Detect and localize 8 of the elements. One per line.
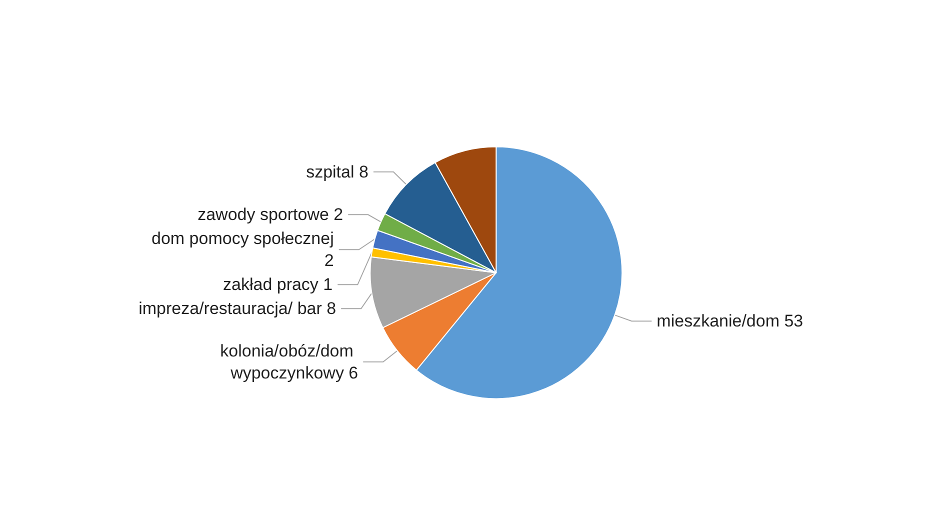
slice-label: zakład pracy 1 (223, 275, 333, 294)
slice-label: mieszkanie/dom 53 (656, 312, 804, 331)
slice-label: zawody sportowe 2 (198, 205, 344, 224)
slice-label: impreza/restauracja/ bar 8 (138, 299, 336, 318)
slice-label: szpital 8 (306, 162, 368, 182)
slice-label: dom pomocy społecznej (151, 229, 334, 248)
slice-label: kolonia/obóz/dom wypoczynkowy 6 (220, 341, 358, 382)
data-label: 2 (320, 251, 334, 270)
